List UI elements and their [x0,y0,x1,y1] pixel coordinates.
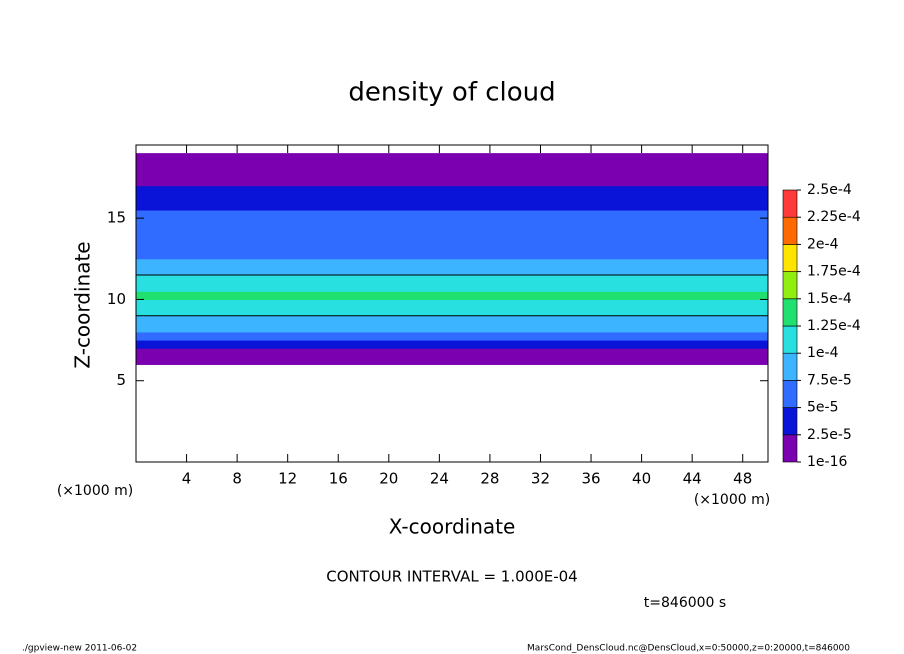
x-tick-label: 40 [632,470,651,488]
colorbar-label: 1.75e-4 [807,264,861,280]
field-cell [136,161,768,170]
colorbar-label: 1e-16 [807,454,847,470]
colorbar-box [782,407,798,436]
colorbar-box [782,189,798,218]
x-tick-label: 44 [683,470,702,488]
field-cell [136,226,768,235]
colorbar-label: 2.5e-4 [807,182,852,198]
field-cell [136,323,768,333]
colorbar-label: 1.5e-4 [807,291,852,307]
y-axis-label: Z-coordinate [71,241,95,368]
field-cell [136,340,768,349]
x-tick-label: 20 [379,470,398,488]
field-cell [136,315,768,325]
field-cell [136,201,768,211]
field-cell [136,218,768,227]
colorbar-label: 2e-4 [807,236,839,252]
y-tick-label: 15 [107,209,126,227]
footer: MarsCond_DensCloud.nc@DensCloud,x=0:5000… [527,644,850,654]
colorbar-label: 1.25e-4 [807,318,861,334]
y-tick-label: 10 [107,290,126,308]
colorbar-box [782,244,798,272]
field-cell [136,291,768,300]
footer: ./gpview-new 2011-06-02 [22,644,137,654]
field-cell [136,250,768,260]
y-tick-label: 5 [116,371,126,389]
field-cell [136,299,768,309]
field-cell [136,356,768,365]
field-cell [136,234,768,244]
field-cell [136,169,768,179]
colorbar-box [782,216,798,245]
field-cell [136,283,768,292]
x-axis-label: X-coordinate [389,515,516,539]
colorbar-label: 2.5e-5 [807,427,852,443]
field-cell [136,210,768,219]
colorbar-label: 7.5e-5 [807,372,852,388]
colorbar-label: 5e-5 [807,400,838,416]
colorbar-box [782,325,798,354]
x-tick-label: 24 [430,470,449,488]
time-note: t=846000 s [644,595,726,611]
x-tick-label: 48 [733,470,752,488]
field-cell [136,275,768,284]
field-cell [136,331,768,341]
colorbar-box [782,352,798,381]
colorbar-box [782,271,798,300]
plot-frame [135,144,769,463]
chart-title: density of cloud [348,78,555,108]
x-tick-label: 12 [278,470,297,488]
x-tick-label: 28 [480,470,499,488]
x-unit: (×1000 m) [57,483,133,499]
colorbar-label: 2.25e-4 [807,209,861,225]
colorbar-box [782,380,798,408]
x-tick-label: 4 [182,470,192,488]
field-cell [136,153,768,162]
field-cell [136,307,768,317]
x-tick-label: 8 [232,470,242,488]
field-cell [136,266,768,276]
x-unit: (×1000 m) [694,492,770,508]
x-tick-label: 36 [581,470,600,488]
x-tick-label: 16 [329,470,348,488]
field-cell [136,242,768,252]
field-cell [136,258,768,268]
field-cell [136,348,768,357]
contour-note: CONTOUR INTERVAL = 1.000E-04 [326,568,577,586]
field-cell [136,193,768,203]
colorbar-box [782,298,798,327]
colorbar-box [782,434,798,463]
colorbar-label: 1e-4 [807,345,839,361]
field-cell [136,185,768,195]
field-cell [136,177,768,187]
x-tick-label: 32 [531,470,550,488]
